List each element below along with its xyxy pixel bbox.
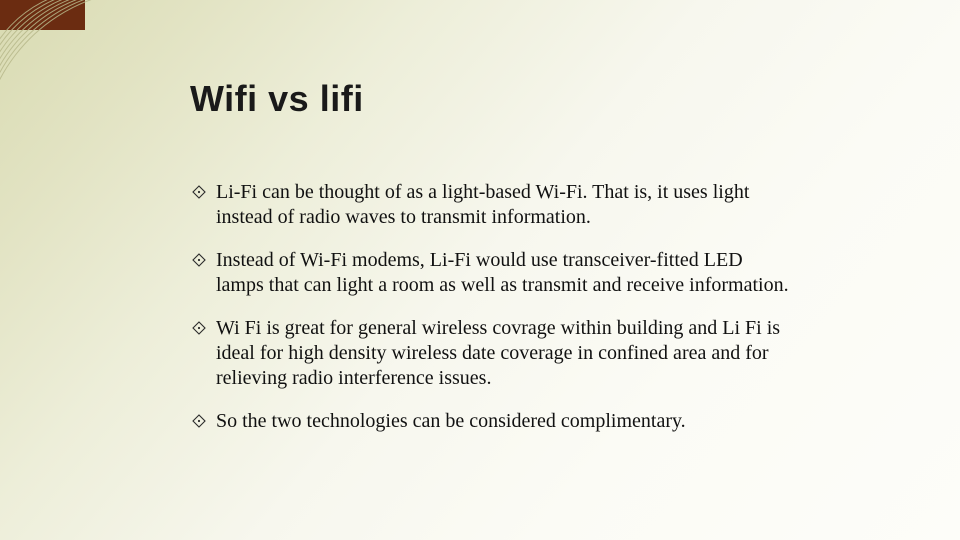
diamond-bullet-icon: [192, 185, 206, 199]
diamond-bullet-icon: [192, 321, 206, 335]
diamond-bullet-icon: [192, 414, 206, 428]
corner-decoration: [0, 0, 110, 120]
diamond-bullet-icon: [192, 253, 206, 267]
bullet-text: Instead of Wi-Fi modems, Li-Fi would use…: [216, 248, 792, 298]
list-item: Wi Fi is great for general wireless covr…: [192, 316, 792, 391]
list-item: Li-Fi can be thought of as a light-based…: [192, 180, 792, 230]
slide-body: Li-Fi can be thought of as a light-based…: [192, 180, 792, 452]
list-item: Instead of Wi-Fi modems, Li-Fi would use…: [192, 248, 792, 298]
bullet-text: So the two technologies can be considere…: [216, 409, 686, 434]
slide-title: Wifi vs lifi: [190, 78, 364, 120]
slide: Wifi vs lifi Li-Fi can be thought of as …: [0, 0, 960, 540]
list-item: So the two technologies can be considere…: [192, 409, 792, 434]
bullet-text: Li-Fi can be thought of as a light-based…: [216, 180, 792, 230]
bullet-text: Wi Fi is great for general wireless covr…: [216, 316, 792, 391]
